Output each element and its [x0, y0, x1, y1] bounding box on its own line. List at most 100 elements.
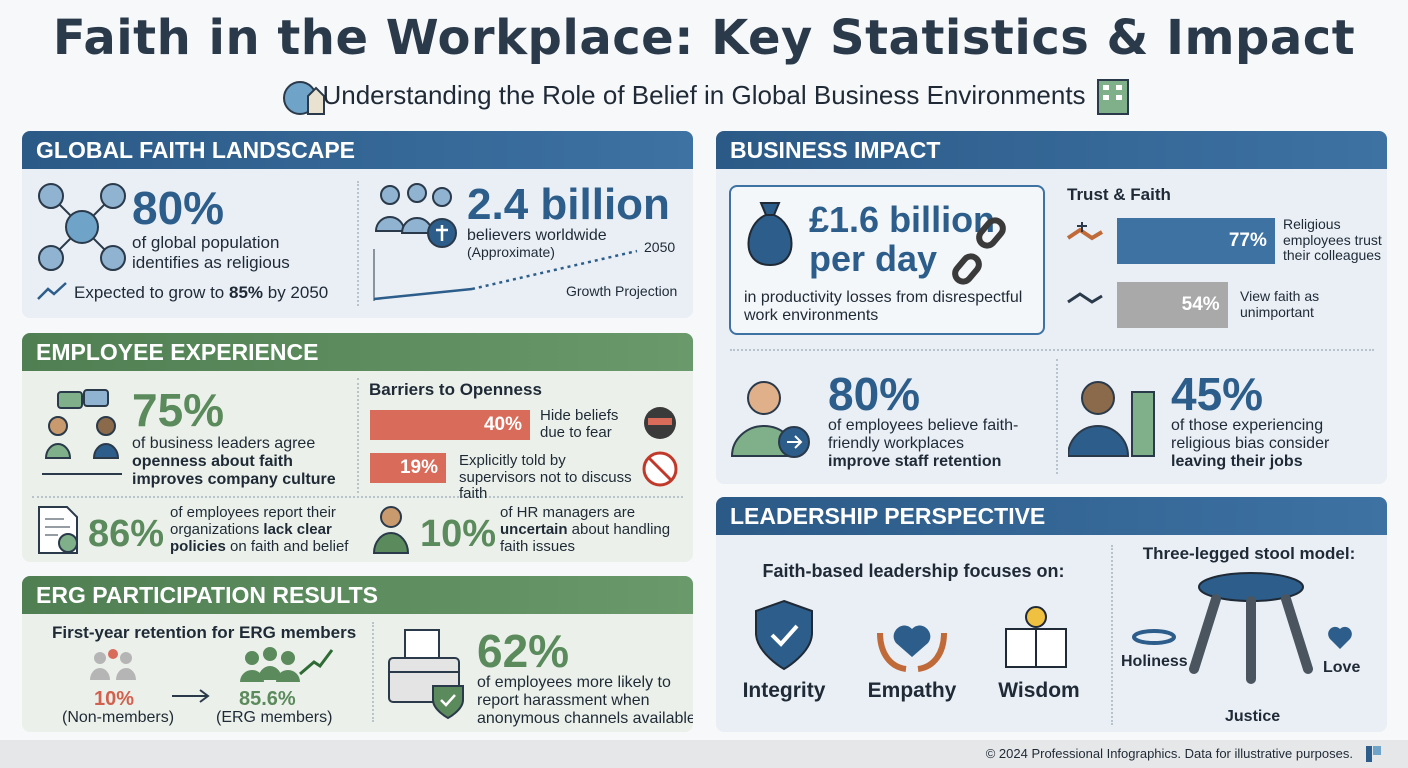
text: on faith and belief	[225, 537, 349, 555]
focus-icons	[755, 599, 1067, 672]
focus-item: Wisdom	[998, 679, 1080, 702]
focus-title: Faith-based leadership focuses on:	[762, 561, 1065, 581]
stat-desc: of business leaders agree openness about …	[132, 435, 352, 489]
stat: 75%	[132, 384, 225, 436]
text: about handling faith issues	[500, 520, 671, 555]
stool-label: Justice	[1225, 708, 1281, 725]
text: openness about faith improves company cu…	[132, 452, 336, 488]
note: (Approximate)	[467, 244, 555, 260]
bar-label: 54%	[1181, 294, 1220, 315]
globe-church-icon	[283, 81, 325, 115]
text: of those experiencing religious bias con…	[1171, 417, 1330, 452]
text: Expected to grow to	[74, 283, 229, 302]
hr-person-icon	[372, 506, 410, 554]
trust-title: Trust & Faith	[1067, 185, 1171, 204]
stat-desc: of global population identifies as relig…	[132, 233, 290, 272]
title: Faith in the Workplace: Key Statistics &…	[52, 10, 1356, 66]
bar: 19%	[370, 453, 446, 483]
stat: £1.6 billion per day	[809, 199, 996, 279]
stat: 45%	[1171, 368, 1264, 420]
stool-label: Love	[1323, 659, 1361, 676]
people-icon	[374, 183, 457, 248]
bar-desc: View faith as unimportant	[1240, 288, 1320, 320]
business-panel: BUSINESS IMPACT £1.6 billion per day in …	[716, 131, 1387, 484]
barriers-title: Barriers to Openness	[369, 380, 542, 399]
bar-label: 19%	[399, 457, 438, 478]
bar: 54%	[1117, 282, 1228, 328]
trend-icon	[37, 282, 67, 300]
stat: 2.4 billion	[467, 180, 670, 229]
focus-item: Empathy	[867, 679, 957, 702]
stat: 80%	[132, 182, 225, 234]
bar-label: 40%	[483, 414, 522, 435]
projection-line	[373, 249, 638, 301]
text: of employees believe faith-friendly work…	[828, 417, 1019, 452]
stat-desc: of employees report their organizations …	[170, 504, 360, 556]
loss-box: £1.6 billion per day in productivity los…	[729, 185, 1045, 335]
bar-label: 77%	[1228, 230, 1267, 251]
stat: 10%	[420, 513, 497, 555]
people-green-icon	[240, 647, 334, 682]
stat-desc: in productivity losses from disrespectfu…	[744, 289, 1023, 324]
stat: 10%	[94, 688, 135, 710]
stat-desc: of those experiencing religious bias con…	[1171, 417, 1351, 471]
footer: © 2024 Professional Infographics. Data f…	[0, 740, 1408, 768]
stat-label: (Non-members)	[62, 709, 175, 726]
growth-note: Expected to grow to 85% by 2050	[74, 283, 328, 303]
subtitle: Understanding the Role of Belief in Glob…	[322, 80, 1086, 110]
network-icon	[38, 183, 126, 271]
barrier-icons	[642, 407, 678, 487]
bar: 77%	[1117, 218, 1275, 264]
projection-label: Growth Projection	[566, 283, 678, 299]
ballot-icon	[388, 629, 464, 720]
stat-desc: of employees more likely to report haras…	[477, 674, 693, 727]
panel-heading: EMPLOYEE EXPERIENCE	[22, 333, 693, 371]
text: 85%	[228, 283, 264, 302]
bar: 40%	[370, 410, 530, 440]
focus-item: Integrity	[742, 679, 826, 702]
text: of business leaders agree	[132, 435, 316, 452]
panel-heading: BUSINESS IMPACT	[716, 131, 1387, 169]
bar-desc: Explicitly told by supervisors not to di…	[459, 452, 632, 502]
arrow	[172, 689, 210, 703]
employee-panel: EMPLOYEE EXPERIENCE 75% of business lead…	[22, 333, 693, 562]
stool-label: Holiness	[1121, 653, 1188, 670]
stat-desc: of HR managers are uncertain about handl…	[500, 504, 690, 556]
text: leaving their jobs	[1171, 452, 1303, 470]
stat: 86%	[88, 513, 165, 555]
footer-text: © 2024 Professional Infographics. Data f…	[985, 746, 1353, 761]
erg-panel: ERG PARTICIPATION RESULTS First-year ret…	[22, 576, 693, 732]
building-icon	[1097, 79, 1129, 115]
people-grey-icon	[90, 649, 136, 680]
bar-desc: Hide beliefs due to fear	[540, 407, 619, 441]
text: lack clear policies	[170, 520, 332, 555]
panel-heading: ERG PARTICIPATION RESULTS	[22, 576, 693, 614]
global-faith-panel: GLOBAL FAITH LANDSCAPE 80% of global pop…	[22, 131, 693, 318]
leadership-panel: LEADERSHIP PERSPECTIVE Faith-based leade…	[716, 497, 1387, 732]
text: uncertain	[500, 520, 568, 538]
stool-icon	[1132, 572, 1352, 684]
leaving-person-icon	[1068, 381, 1155, 457]
panel-heading: LEADERSHIP PERSPECTIVE	[716, 497, 1387, 535]
stool-title: Three-legged stool model:	[1142, 544, 1356, 563]
bar-desc: Religious employees trust their colleagu…	[1283, 216, 1382, 264]
broken-chain-icon	[952, 217, 1006, 285]
handshake-icons	[1066, 222, 1104, 304]
conversation-icon	[42, 389, 122, 475]
stat: 62%	[477, 625, 570, 677]
stat-label: (ERG members)	[216, 709, 333, 726]
stat: 80%	[828, 368, 921, 420]
retention-title: First-year retention for ERG members	[52, 623, 357, 642]
stat: 85.6%	[239, 688, 296, 710]
panel-heading: GLOBAL FAITH LANDSCAPE	[22, 131, 693, 169]
logo	[1366, 746, 1381, 762]
projection-end: 2050	[644, 239, 676, 255]
stat-desc: believers worldwide	[467, 227, 607, 244]
stat-desc: of employees believe faith-friendly work…	[828, 417, 1028, 471]
text: by 2050	[263, 283, 329, 302]
text: of employees report their organizations	[170, 504, 336, 538]
text: of HR managers are	[500, 504, 636, 521]
money-bag-icon	[747, 202, 793, 267]
